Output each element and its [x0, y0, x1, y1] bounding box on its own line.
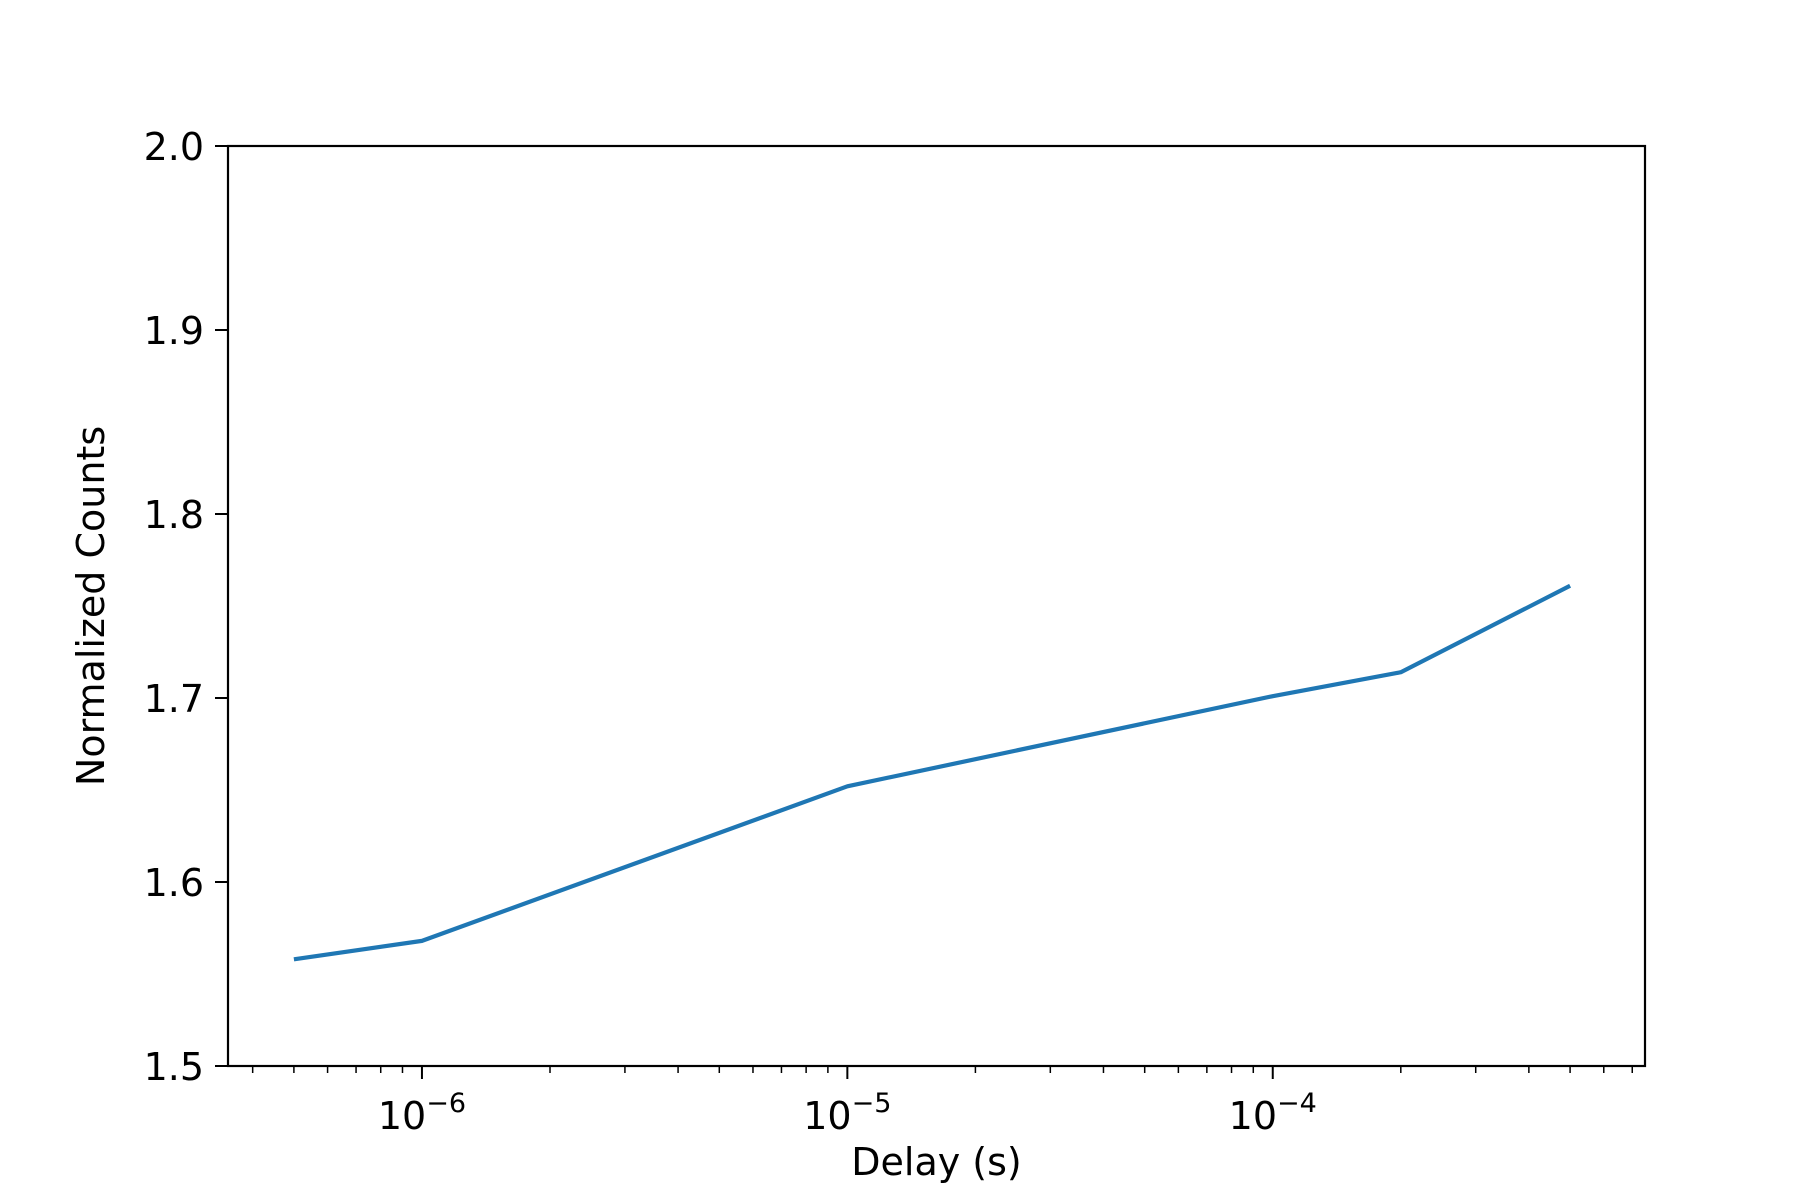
series-layer — [293, 583, 1572, 962]
y-tick-label: 1.5 — [144, 1045, 204, 1089]
y-tick-label: 1.8 — [144, 493, 204, 537]
y-tick-label: 1.9 — [144, 309, 204, 353]
y-tick-label: 1.6 — [144, 861, 204, 905]
x-tick-label: 10−4 — [1229, 1088, 1317, 1138]
y-axis-ticks: 1.5 1.6 1.7 1.8 1.9 2.0 — [144, 125, 228, 1089]
y-tick-label: 1.7 — [144, 677, 204, 721]
x-tick-label: 10−5 — [803, 1088, 891, 1138]
series-line — [293, 583, 1572, 962]
y-axis-label: Normalized Counts — [69, 426, 113, 786]
x-axis-label: Delay (s) — [851, 1140, 1022, 1184]
x-tick-label: 10−6 — [378, 1088, 466, 1138]
y-tick-label: 2.0 — [144, 125, 204, 169]
plot-frame — [226, 144, 1647, 1068]
x-axis-ticks: 10−6 10−5 10−4 — [251, 1066, 1634, 1138]
